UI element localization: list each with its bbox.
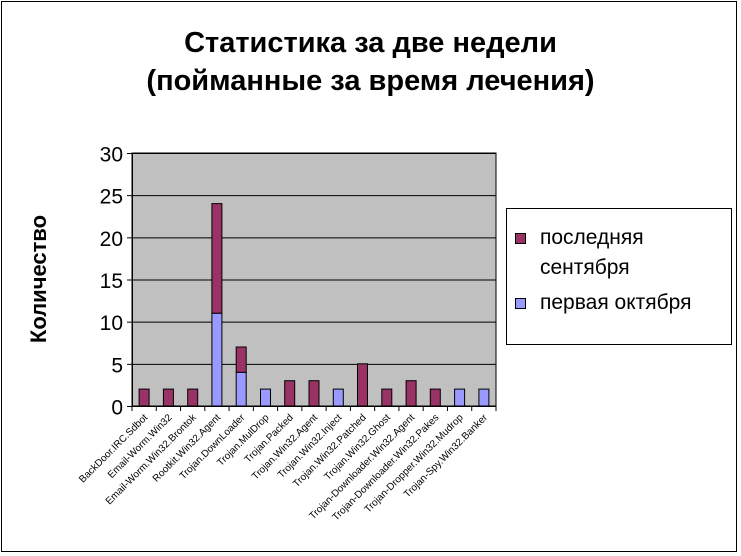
bar-first-october-14	[478, 388, 490, 407]
y-tick-label-20: 20	[100, 228, 123, 251]
chart-title-line-1: Статистика за две недели	[184, 27, 557, 59]
bar-last-september-7	[308, 380, 320, 407]
chart-title-line-2: (пойманные за время лечения)	[146, 65, 595, 97]
y-axis-label: Количество	[26, 215, 51, 343]
bar-last-september-6	[284, 380, 296, 407]
y-tick-label-25: 25	[100, 186, 123, 209]
y-tick-label-30: 30	[100, 144, 123, 167]
x-tick-label-2: Email-Worm.Win32.Brontok	[104, 412, 200, 508]
bar-last-september-0	[138, 388, 150, 407]
bar-first-october-5	[260, 388, 271, 407]
bar-first-october-4	[235, 371, 247, 407]
bar-last-september-4	[235, 346, 247, 373]
bar-last-september-11	[405, 380, 417, 407]
y-tick-label-15: 15	[100, 270, 123, 293]
chart-title: Статистика за две недели (пойманные за в…	[0, 24, 741, 100]
bar-first-october-3	[211, 312, 223, 407]
legend-label-last-september: последняя сентября	[540, 226, 644, 279]
y-tick-label-10: 10	[100, 312, 123, 335]
bar-last-september-1	[162, 388, 174, 407]
bar-last-september-9	[357, 363, 368, 407]
y-tick-label-5: 5	[111, 354, 123, 377]
bar-last-september-10	[381, 388, 393, 407]
y-tick-label-0: 0	[111, 397, 123, 420]
legend-swatch-last-september	[515, 233, 526, 244]
bar-first-october-13	[454, 388, 466, 407]
bar-last-september-3	[211, 203, 223, 314]
legend-swatch-first-october	[515, 298, 526, 309]
bar-first-october-8	[332, 388, 344, 407]
bar-last-september-12	[429, 388, 441, 407]
legend-label-first-october: первая октября	[540, 291, 692, 314]
bar-last-september-2	[187, 388, 199, 407]
legend: последняя сентября первая октября	[506, 208, 732, 345]
